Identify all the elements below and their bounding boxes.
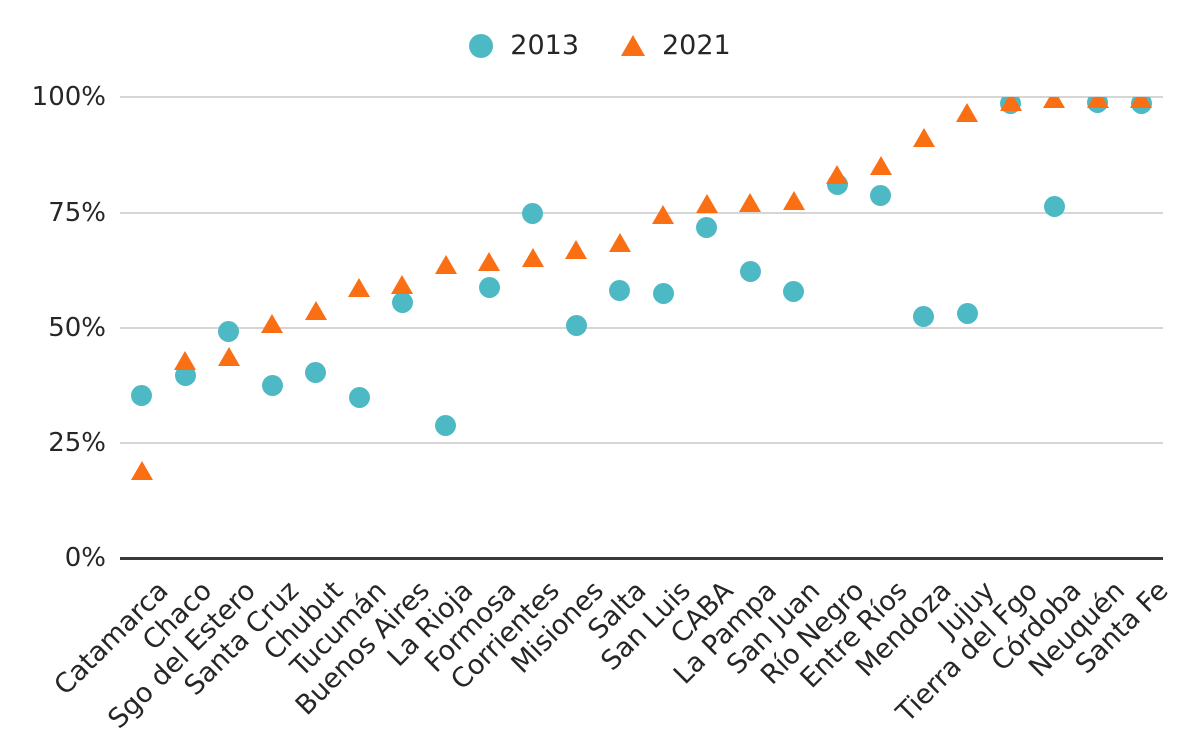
point-2013-formosa [478,276,500,298]
point-2013-jujuy [956,303,978,325]
point-2013-san-luis [652,283,674,305]
point-2021-misiones [565,239,588,259]
point-2013-chaco [174,365,196,387]
legend-item-2013: 2013 [469,30,579,61]
gridline-100 [120,96,1163,99]
point-2021-formosa [478,252,501,272]
legend-item-2021: 2021 [621,30,731,61]
point-2013-santa-cruz [261,375,283,397]
point-2021-córdoba [1043,97,1066,108]
point-2021-san-juan [782,191,805,211]
point-2021-catamarca [130,461,153,481]
point-2021-mendoza [912,127,935,147]
gridline-75 [120,211,1163,214]
point-2021-la-rioja [434,254,457,274]
x-axis-line [120,556,1163,560]
point-2013-caba [696,216,718,238]
point-2013-la-pampa [739,260,761,282]
point-2013-buenos-aires [391,292,413,314]
point-2021-chaco [174,350,197,370]
plot-area [120,97,1163,559]
gridline-50 [120,326,1163,329]
point-2021-neuquén [1086,97,1109,108]
legend-marker-2013-circle-icon [469,33,494,58]
point-2013-córdoba [1043,196,1065,218]
y-tick-label-100: 100% [31,82,106,113]
point-2013-entre-ríos [870,185,892,207]
legend: 2013 2021 [0,30,1200,61]
legend-marker-2021-triangle-icon [621,35,645,56]
legend-label-2021: 2021 [662,30,731,61]
point-2013-chubut [305,362,327,384]
point-2013-salta [609,279,631,301]
point-2013-catamarca [131,385,153,407]
point-2013-san-juan [783,281,805,303]
point-2021-chubut [304,301,327,321]
point-2013-corrientes [522,203,544,225]
y-tick-label-0: 0% [64,543,106,574]
point-2021-santa-fe [1130,97,1153,108]
point-2013-la-rioja [435,415,457,437]
point-2021-tierra-del-fgo [999,97,1022,111]
point-2021-río-negro [826,164,849,184]
legend-label-2013: 2013 [510,30,579,61]
point-2013-mendoza [913,306,935,328]
point-2021-tucumán [348,278,371,298]
point-2013-sgo-del-estero [218,320,240,342]
point-2021-salta [608,232,631,252]
y-tick-label-75: 75% [48,197,106,228]
point-2021-la-pampa [739,192,762,212]
point-2021-sgo-del-estero [217,347,240,367]
point-2021-entre-ríos [869,155,892,175]
point-2021-corrientes [521,248,544,268]
point-2021-caba [695,194,718,214]
y-tick-label-50: 50% [48,312,106,343]
y-tick-label-25: 25% [48,428,106,458]
point-2021-jujuy [956,102,979,122]
point-2013-tucumán [348,387,370,409]
point-2021-buenos-aires [391,274,414,294]
point-2021-san-luis [652,204,675,224]
point-2021-santa-cruz [261,313,284,333]
point-2013-misiones [565,314,587,336]
gridline-25 [120,442,1163,444]
